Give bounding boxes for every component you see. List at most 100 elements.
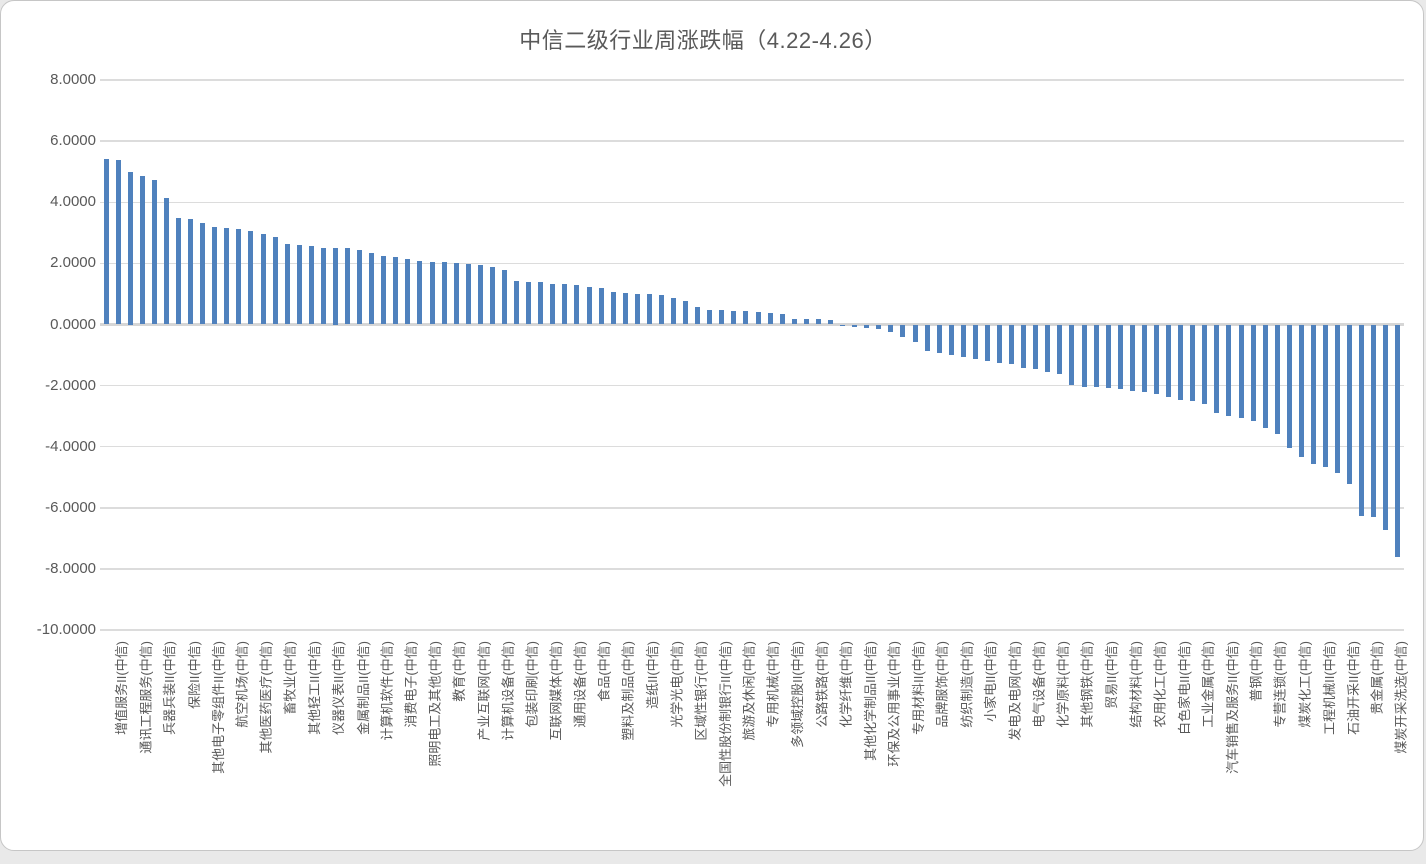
x-axis-category-label: 公路铁路(中信)	[814, 641, 830, 728]
bar	[1323, 324, 1329, 467]
bar	[1057, 324, 1063, 374]
x-axis-category-label: 汽车销售及服务II(中信)	[1224, 641, 1240, 774]
gridline	[100, 262, 1404, 265]
y-axis-tick-label: 4.0000	[50, 193, 96, 211]
x-axis-category-label: 纺织制造(中信)	[959, 641, 975, 728]
x-axis-category-label: 发电及电网(中信)	[1007, 641, 1023, 741]
x-axis-category-label: 照明电工及其他(中信)	[427, 641, 443, 767]
bar	[864, 324, 870, 328]
bar	[526, 281, 532, 325]
x-axis-category-label: 化学原料(中信)	[1055, 641, 1071, 728]
x-axis-category-label: 专用机械(中信)	[766, 641, 782, 728]
bar	[489, 267, 495, 325]
bar	[815, 319, 821, 325]
bar	[1069, 324, 1075, 385]
bar	[115, 160, 121, 325]
bar	[755, 311, 761, 325]
bar	[695, 307, 701, 325]
bar	[127, 171, 133, 325]
bar	[622, 293, 628, 325]
x-axis-category-label: 工业金属(中信)	[1200, 641, 1216, 728]
x-axis-category-label: 专用材料II(中信)	[910, 641, 926, 735]
bar	[272, 237, 278, 325]
y-axis-tick-label: -4.0000	[45, 437, 96, 455]
bar	[1238, 324, 1244, 419]
x-axis-category-label: 专营连锁(中信)	[1273, 641, 1289, 728]
bar	[1117, 324, 1123, 389]
x-axis-zero-line	[100, 323, 1404, 326]
x-axis-category-label: 贵金属(中信)	[1369, 641, 1385, 715]
bar	[610, 291, 616, 325]
bar	[163, 197, 169, 325]
bar	[827, 320, 833, 325]
x-axis-category-label: 普钢(中信)	[1249, 641, 1264, 702]
bar	[139, 176, 145, 325]
bar	[175, 217, 181, 325]
bar	[803, 319, 809, 325]
x-axis-category-label: 食品(中信)	[597, 641, 612, 702]
bar	[405, 259, 411, 325]
x-axis-category-label: 航空机场(中信)	[234, 641, 250, 728]
bar	[1310, 324, 1316, 465]
bar	[960, 324, 966, 357]
x-axis-category-label: 其他钢铁(中信)	[1079, 641, 1095, 728]
bar	[984, 324, 990, 361]
bar	[743, 311, 749, 325]
bar	[562, 283, 568, 325]
bar	[441, 262, 447, 325]
bar	[369, 253, 375, 325]
bar	[320, 247, 326, 325]
bar	[840, 324, 846, 326]
y-axis-tick-label: 8.0000	[50, 71, 96, 89]
bar	[876, 324, 882, 330]
bar	[888, 324, 894, 332]
bar	[719, 310, 725, 325]
y-axis-tick-label: -8.0000	[45, 559, 96, 577]
bar	[1081, 324, 1087, 388]
x-axis-category-label: 小家电II(中信)	[983, 641, 999, 722]
y-axis-tick-label: -6.0000	[45, 498, 96, 516]
bar	[1166, 324, 1172, 398]
bar	[707, 310, 713, 325]
bar	[1190, 324, 1196, 402]
gridline	[100, 140, 1404, 142]
bar	[284, 244, 290, 325]
bar	[1033, 324, 1039, 370]
bar	[972, 324, 978, 360]
x-axis-category-label: 包装印刷(中信)	[524, 641, 540, 728]
bar	[1298, 324, 1304, 457]
x-axis-category-label: 农用化工(中信)	[1152, 641, 1168, 728]
x-axis-category-label: 环保及公用事业(中信)	[886, 641, 902, 767]
bar	[538, 282, 544, 325]
bar	[936, 324, 942, 353]
x-axis-category-label: 增值服务II(中信)	[114, 641, 130, 735]
x-axis-category-label: 工程机械II(中信)	[1321, 641, 1337, 735]
bar	[1347, 324, 1353, 485]
bar	[1093, 324, 1099, 388]
x-axis-category-label: 消费电子(中信)	[403, 641, 419, 728]
x-axis-category-label: 其他化学制品II(中信)	[862, 641, 878, 761]
bar	[393, 256, 399, 325]
bar	[900, 324, 906, 338]
bar	[1335, 324, 1341, 473]
x-axis-category-label: 煤炭开采洗选(中信)	[1393, 641, 1409, 754]
bar	[634, 293, 640, 325]
bar	[1250, 324, 1256, 422]
chart-title: 中信二级行业周涨跌幅（4.22-4.26）	[519, 28, 887, 53]
x-axis-category-label: 化学纤维(中信)	[838, 641, 854, 728]
bar	[1045, 324, 1051, 372]
bar	[332, 248, 338, 325]
bar	[514, 281, 520, 325]
x-axis-category-label: 塑料及制品(中信)	[621, 641, 637, 741]
bar	[586, 286, 592, 325]
x-axis-category-label: 通讯工程服务(中信)	[138, 641, 154, 754]
x-axis-category-label: 煤炭化工(中信)	[1297, 641, 1313, 728]
bar	[1383, 324, 1389, 531]
bar	[212, 227, 218, 325]
x-axis-category-label: 全国性股份制银行II(中信)	[717, 641, 733, 787]
x-axis-category-label: 互联网媒体(中信)	[548, 641, 564, 741]
bar	[103, 159, 109, 325]
gridline	[100, 568, 1404, 570]
bar	[683, 300, 689, 325]
